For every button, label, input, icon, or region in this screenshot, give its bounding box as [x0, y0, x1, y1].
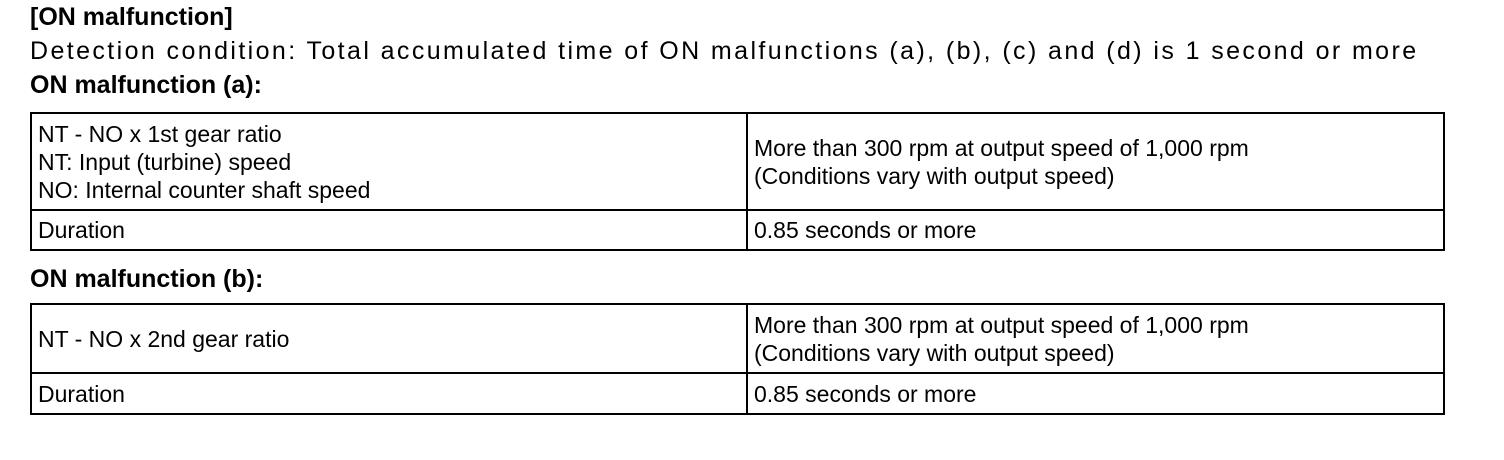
- duration-label: Duration: [38, 380, 125, 407]
- value-cell: More than 300 rpm at output speed of 1,0…: [746, 112, 1445, 211]
- duration-label: Duration: [38, 217, 125, 243]
- value-line: (Conditions vary with output speed): [754, 339, 1115, 366]
- value-line: (Conditions vary with output speed): [754, 162, 1115, 189]
- duration-value: 0.85 seconds or more: [754, 217, 977, 243]
- duration-label-cell: Duration: [30, 209, 748, 251]
- duration-value-cell: 0.85 seconds or more: [746, 372, 1445, 415]
- table-row-duration: Duration 0.85 seconds or more: [30, 209, 1445, 251]
- condition-cell: NT - NO x 1st gear ratio NT: Input (turb…: [30, 112, 748, 211]
- section-b-heading: ON malfunction (b):: [30, 265, 264, 293]
- value-line: More than 300 rpm at output speed of 1,0…: [754, 134, 1249, 161]
- value-line: More than 300 rpm at output speed of 1,0…: [754, 311, 1249, 338]
- value-cell: More than 300 rpm at output speed of 1,0…: [746, 303, 1445, 374]
- condition-line: NT: Input (turbine) speed: [38, 148, 292, 175]
- section-a-heading: ON malfunction (a):: [30, 71, 262, 99]
- table-row-duration: Duration 0.85 seconds or more: [30, 372, 1445, 415]
- condition-line: NO: Internal counter shaft speed: [38, 176, 371, 203]
- table-row-condition: NT - NO x 1st gear ratio NT: Input (turb…: [30, 112, 1445, 211]
- duration-value-cell: 0.85 seconds or more: [746, 209, 1445, 251]
- table-row-condition: NT - NO x 2nd gear ratio More than 300 r…: [30, 303, 1445, 374]
- duration-label-cell: Duration: [30, 372, 748, 415]
- page-title: [ON malfunction]: [30, 3, 233, 31]
- detection-condition-text: Detection condition: Total accumulated t…: [30, 37, 1419, 65]
- duration-value: 0.85 seconds or more: [754, 380, 977, 407]
- condition-cell: NT - NO x 2nd gear ratio: [30, 303, 748, 374]
- condition-line: NT - NO x 1st gear ratio: [38, 120, 282, 147]
- condition-line: NT - NO x 2nd gear ratio: [38, 325, 290, 352]
- malfunction-b-table: NT - NO x 2nd gear ratio More than 300 r…: [30, 303, 1445, 415]
- malfunction-a-table: NT - NO x 1st gear ratio NT: Input (turb…: [30, 112, 1445, 251]
